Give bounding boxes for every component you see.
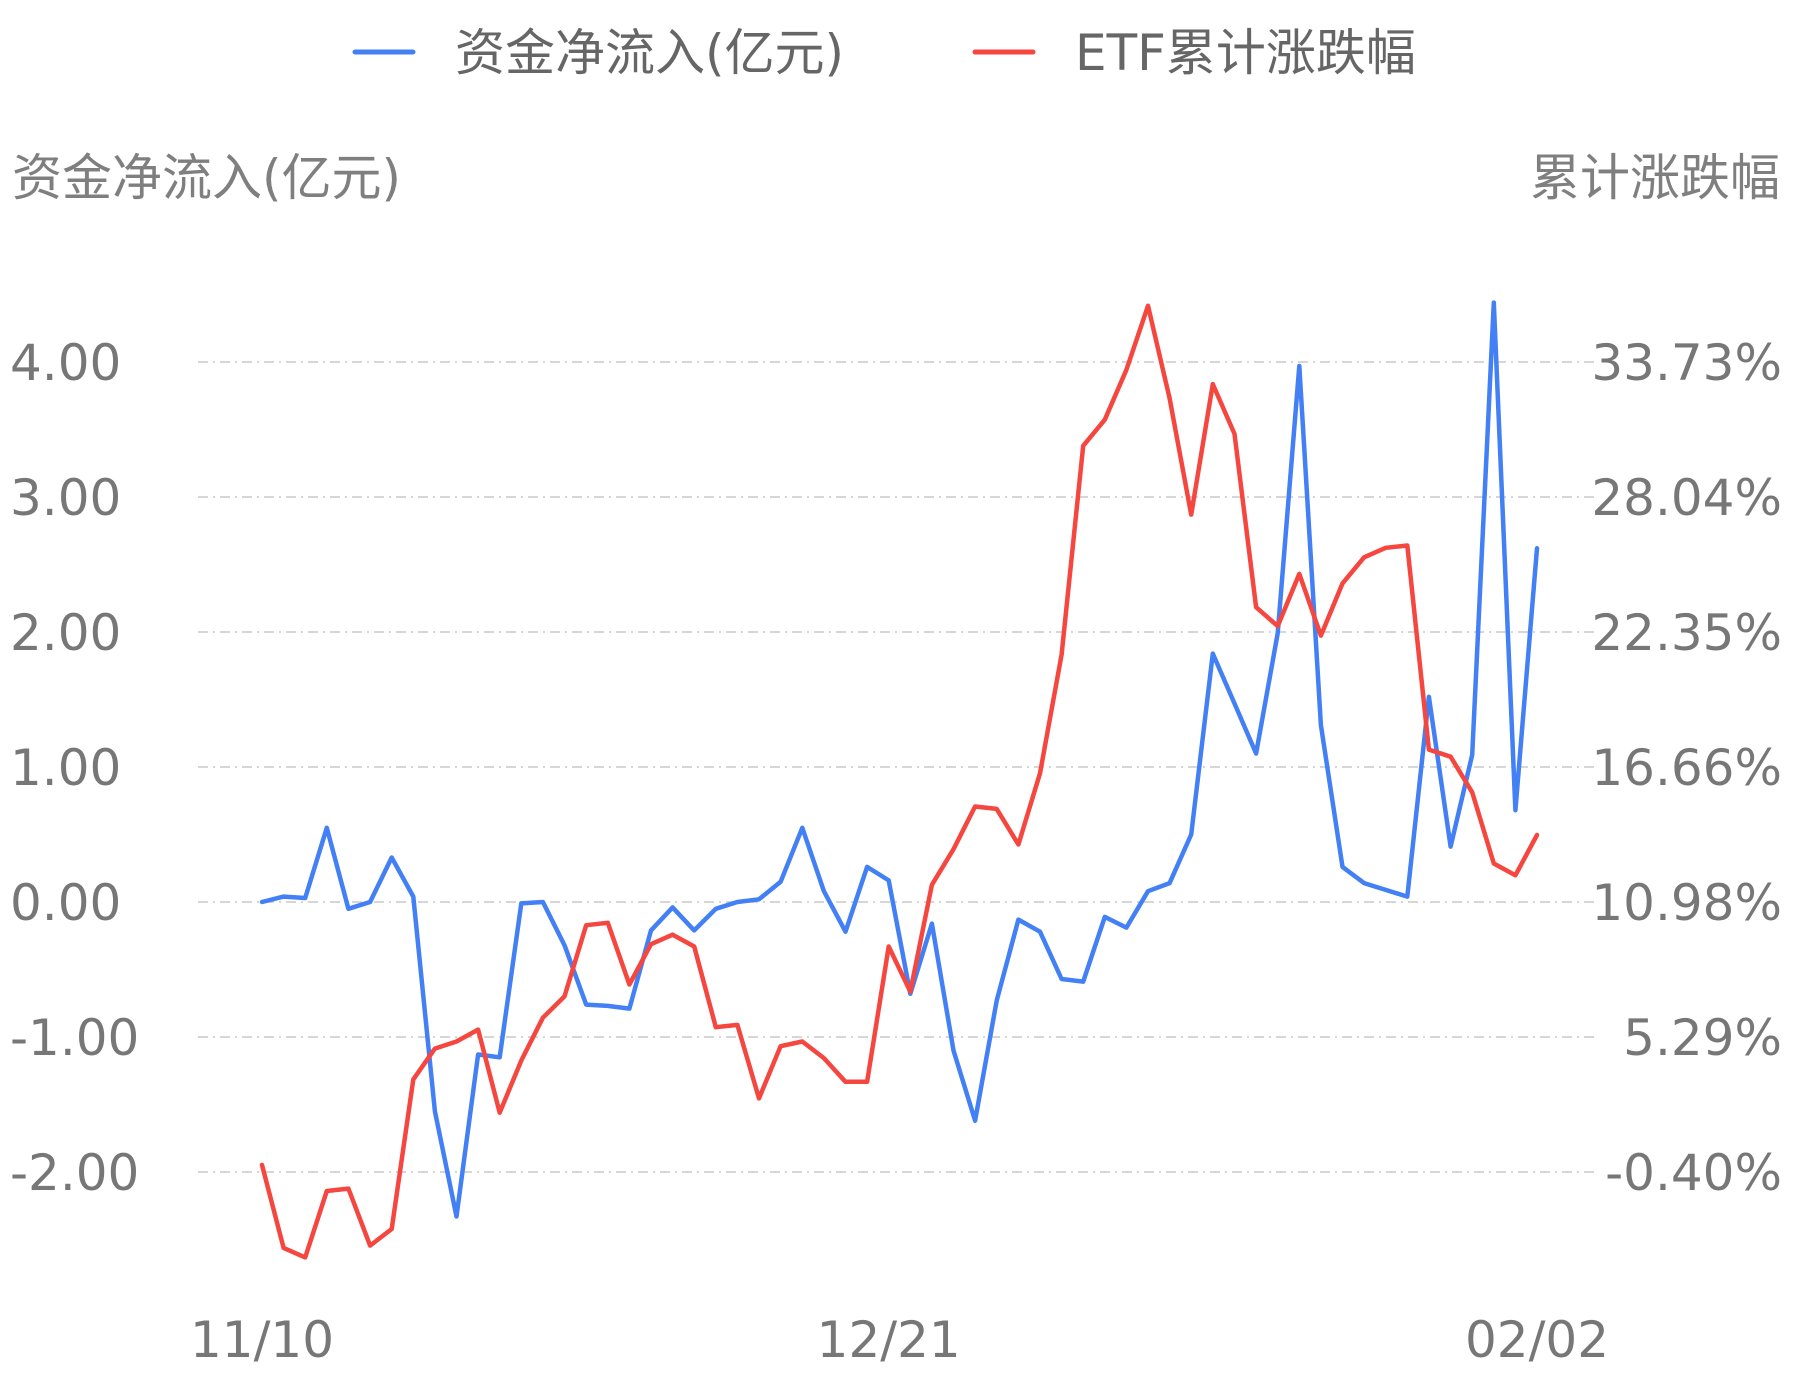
left-tick-label: 2.00 (10, 604, 121, 662)
legend-label-net-inflow: 资金净流入(亿元) (455, 24, 844, 82)
left-tick-label: 0.00 (10, 874, 121, 932)
left-tick-label: 1.00 (10, 739, 121, 797)
left-axis-ticks: 4.00 3.00 2.00 1.00 0.00 -1.00 -2.00 (10, 334, 139, 1202)
series-line-net-inflow (259, 300, 1540, 1219)
left-tick-label: -1.00 (10, 1009, 139, 1067)
x-axis-ticks: 11/10 12/21 02/02 (190, 1311, 1609, 1369)
legend: 资金净流入(亿元) ETF累计涨跌幅 (352, 24, 1416, 82)
right-tick-label: 5.29% (1623, 1009, 1782, 1067)
series-lines (259, 300, 1540, 1260)
right-tick-label: 28.04% (1591, 469, 1782, 527)
series-line-etf-change (259, 303, 1540, 1260)
left-tick-label: 4.00 (10, 334, 121, 392)
left-tick-label: 3.00 (10, 469, 121, 527)
x-tick-label: 02/02 (1465, 1311, 1609, 1369)
right-axis-ticks: 33.73% 28.04% 22.35% 16.66% 10.98% 5.29% -0.40… (1591, 334, 1782, 1202)
x-tick-label: 11/10 (190, 1311, 334, 1369)
right-axis-title: 累计涨跌幅 (1530, 149, 1780, 207)
legend-label-etf-change: ETF累计涨跌幅 (1075, 24, 1416, 82)
x-tick-label: 12/21 (817, 1311, 961, 1369)
right-tick-label: -0.40% (1605, 1144, 1782, 1202)
gridlines (198, 361, 1598, 1173)
right-tick-label: 10.98% (1591, 874, 1782, 932)
left-axis-title: 资金净流入(亿元) (12, 149, 401, 207)
right-tick-label: 16.66% (1591, 739, 1782, 797)
right-tick-label: 33.73% (1591, 334, 1782, 392)
right-tick-label: 22.35% (1591, 604, 1782, 662)
left-tick-label: -2.00 (10, 1144, 139, 1202)
